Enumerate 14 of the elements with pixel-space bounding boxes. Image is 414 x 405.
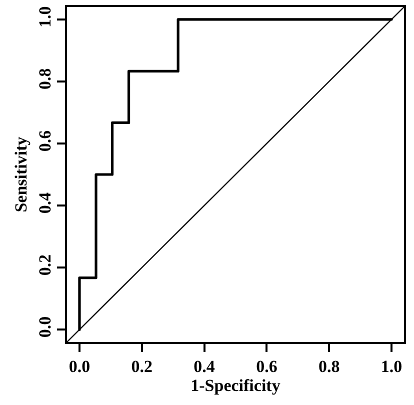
x-tick-label: 0.6 <box>256 357 278 376</box>
x-axis-title: 1-Specificity <box>190 376 281 396</box>
y-tick-label: 0.4 <box>35 192 54 214</box>
x-tick-label: 0.4 <box>194 357 216 376</box>
y-tick-label: 0.0 <box>35 316 54 338</box>
y-tick-label: 0.6 <box>35 130 54 152</box>
y-tick-label: 0.8 <box>35 68 54 90</box>
y-tick-label: 0.2 <box>35 254 54 276</box>
x-tick-label: 1.0 <box>380 357 402 376</box>
x-tick-label: 0.8 <box>318 357 340 376</box>
y-axis-title: Sensitivity <box>11 136 30 212</box>
x-tick-label: 0.2 <box>131 357 153 376</box>
x-tick-label: 0.0 <box>68 357 90 376</box>
y-tick-label: 1.0 <box>35 6 54 28</box>
